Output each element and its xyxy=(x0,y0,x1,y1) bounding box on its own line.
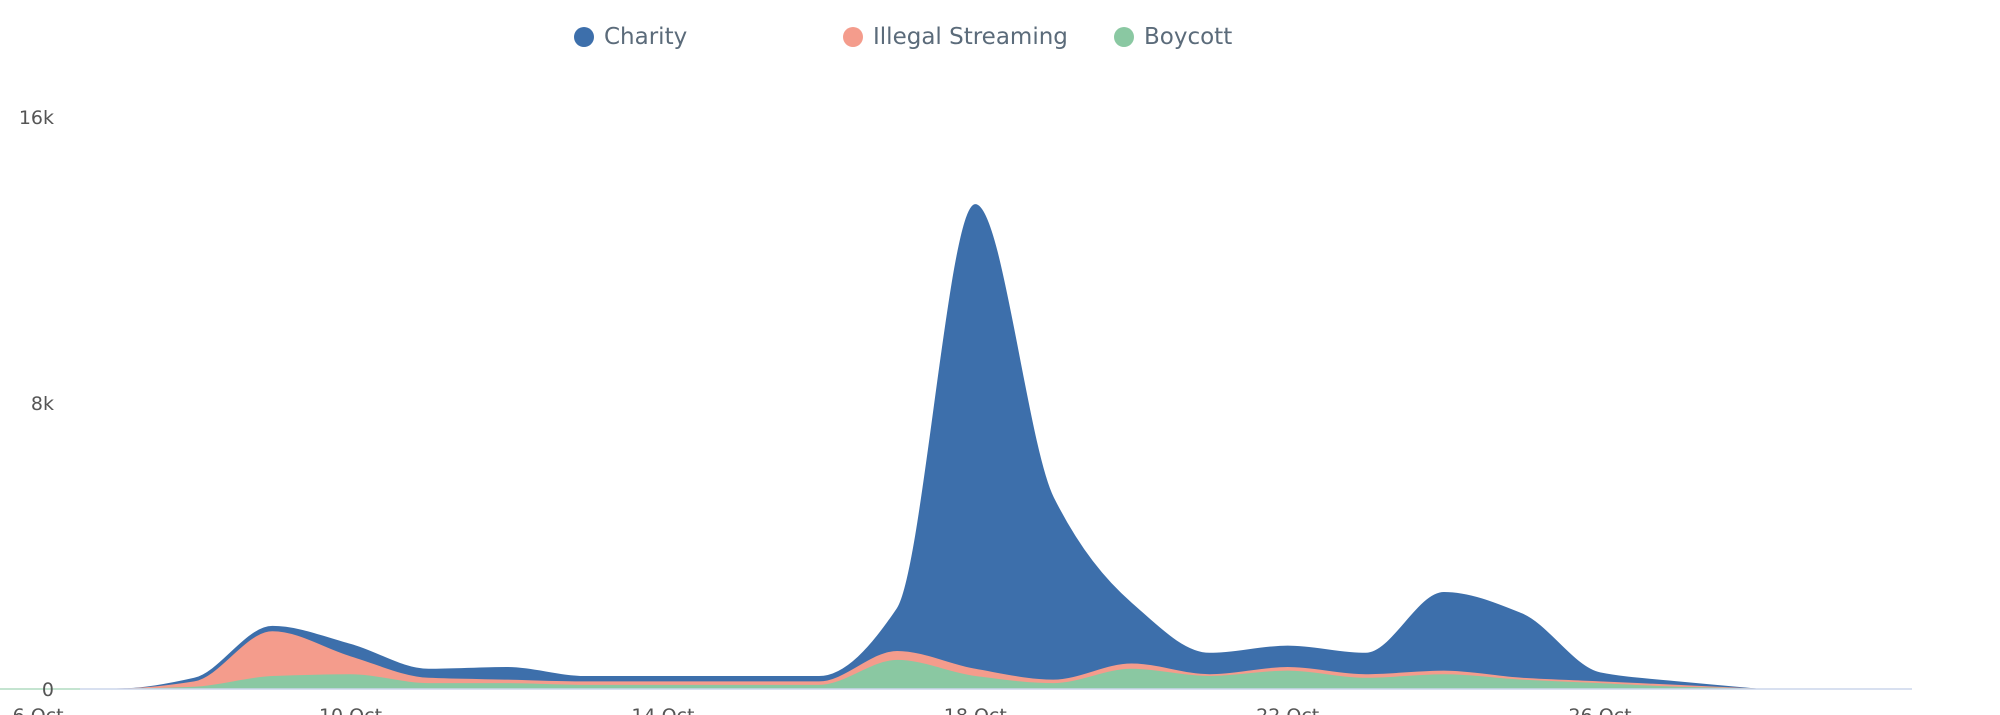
x-tick-label: 10 Oct xyxy=(319,705,382,715)
legend-marker-icon xyxy=(843,27,863,47)
x-tick-label: 14 Oct xyxy=(631,705,694,715)
y-tick-label: 16k xyxy=(19,107,54,129)
legend-item[interactable]: Charity xyxy=(574,24,687,50)
x-axis-ticks: 6 Oct 10 Oct 14 Oct 18 Oct 22 Oct 26 Oct xyxy=(13,705,1632,715)
series-area-charity[interactable] xyxy=(0,204,1757,690)
y-tick-label: 8k xyxy=(31,393,54,415)
x-tick-label: 6 Oct xyxy=(13,705,64,715)
y-axis-ticks: 0 8k 16k xyxy=(19,107,54,701)
legend-item[interactable]: Boycott xyxy=(1114,24,1232,50)
legend-label: Boycott xyxy=(1144,24,1233,50)
x-tick-label: 26 Oct xyxy=(1569,705,1632,715)
legend-label: Illegal Streaming xyxy=(873,24,1068,50)
x-tick-label: 18 Oct xyxy=(944,705,1007,715)
legend-marker-icon xyxy=(574,27,594,47)
series-areas xyxy=(0,204,1757,690)
x-tick-label: 22 Oct xyxy=(1256,705,1319,715)
legend-marker-icon xyxy=(1114,27,1134,47)
legend-item[interactable]: Illegal Streaming xyxy=(843,24,1068,50)
y-tick-label: 0 xyxy=(42,679,54,701)
legend-label: Charity xyxy=(604,24,688,50)
chart-legend: Charity Illegal Streaming Boycott xyxy=(0,24,2000,60)
